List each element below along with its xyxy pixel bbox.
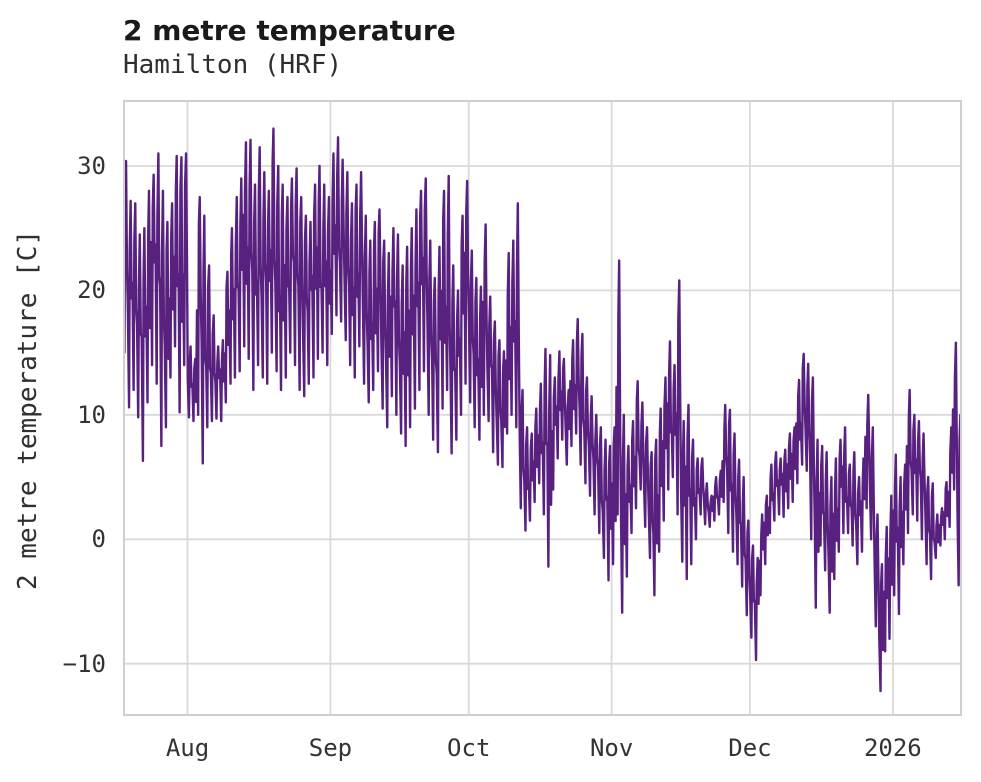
y-tick-label: 0 (91, 525, 106, 554)
chart-title: 2 metre temperature (123, 14, 456, 47)
x-tick-label: 2026 (863, 734, 922, 762)
x-tick-label: Sep (308, 734, 353, 762)
y-tick-label: 10 (77, 400, 106, 429)
chart-subtitle: Hamilton (HRF) (123, 50, 343, 80)
y-tick-label: 20 (77, 276, 106, 305)
y-tick-label: −10 (62, 649, 106, 678)
y-tick-label: 30 (77, 151, 106, 180)
x-tick-label: Nov (589, 734, 634, 762)
x-tick-label: Oct (447, 734, 491, 762)
temperature-line (122, 127, 963, 693)
x-tick-label: Aug (165, 734, 210, 762)
plot-area (122, 100, 963, 720)
plot-border (123, 100, 962, 716)
temperature-chart-svg (122, 100, 963, 716)
x-tick-label: Dec (728, 734, 772, 762)
